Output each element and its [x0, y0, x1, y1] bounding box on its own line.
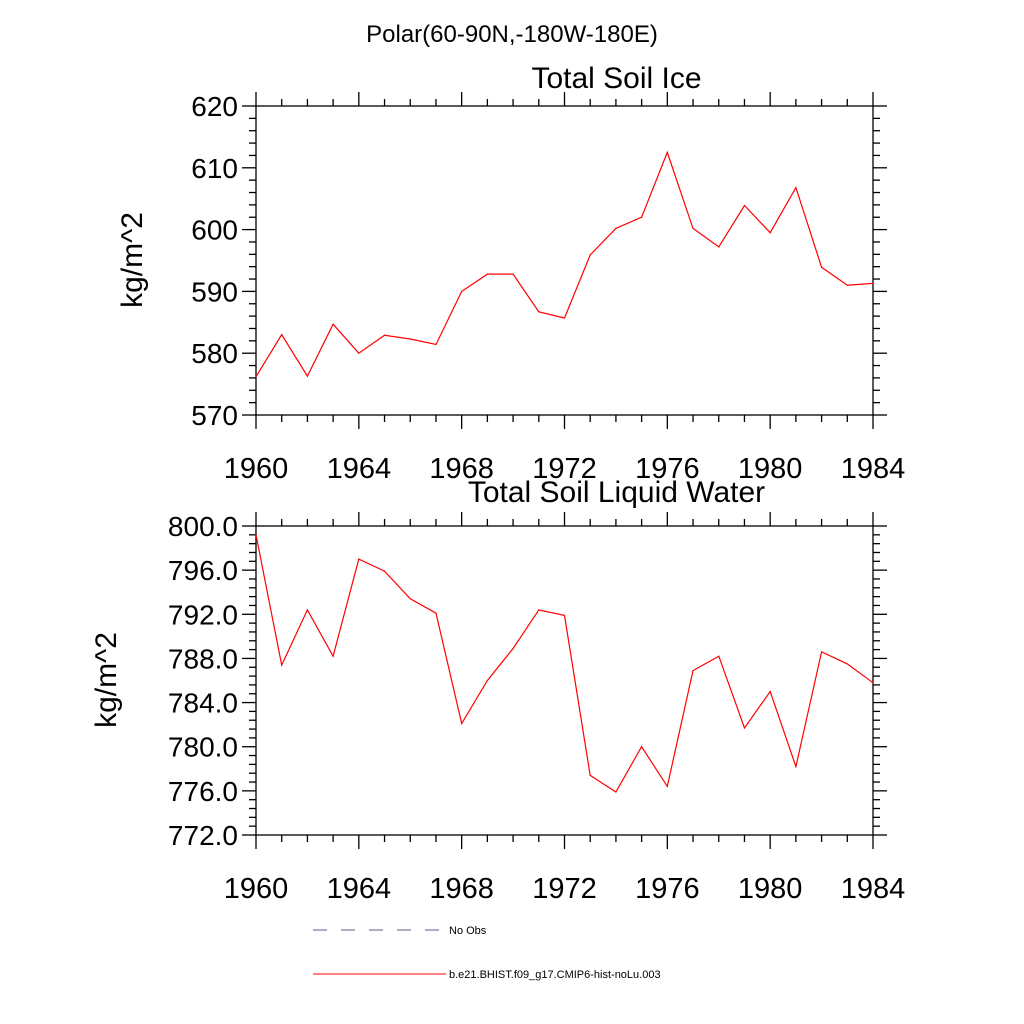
x-tick-label: 1972 — [532, 453, 597, 485]
legend-label-1: b.e21.BHIST.f09_g17.CMIP6-hist-noLu.003 — [449, 969, 661, 981]
y-tick-label: 792.0 — [168, 599, 238, 630]
data-point — [641, 216, 643, 218]
data-point — [743, 204, 746, 207]
data-point — [461, 290, 463, 292]
y-tick-label: 800.0 — [168, 511, 238, 542]
data-point — [615, 227, 617, 229]
data-point — [512, 647, 514, 650]
legend: No Obs b.e21.BHIST.f09_g17.CMIP6-hist-noL… — [313, 925, 661, 981]
data-point — [409, 338, 411, 340]
data-point — [563, 614, 566, 616]
x-tick-label: 1976 — [635, 873, 700, 905]
series-line — [255, 150, 874, 378]
data-point — [769, 690, 771, 693]
y-tick-label: 580 — [191, 338, 238, 369]
data-point — [332, 323, 334, 325]
data-point — [769, 232, 771, 234]
data-point — [666, 151, 668, 153]
data-point — [563, 317, 566, 319]
data-point — [281, 664, 283, 666]
y-tick-label: 590 — [191, 276, 238, 307]
legend-label-0: No Obs — [449, 925, 487, 937]
data-point — [332, 655, 334, 657]
data-point — [538, 311, 540, 313]
data-point — [486, 273, 488, 275]
x-tick-label: 1976 — [635, 453, 700, 485]
x-tick-label: 1968 — [429, 873, 494, 905]
y-tick-label: 610 — [191, 153, 238, 184]
data-point — [641, 746, 643, 748]
data-point — [820, 266, 823, 268]
data-point — [281, 334, 283, 336]
data-point — [743, 727, 746, 729]
data-point — [512, 273, 514, 275]
soil-ice-panel: Total Soil Ice kg/m^2 570 580 590 600 610 620 19… — [116, 62, 905, 485]
data-point — [718, 655, 720, 657]
y-tick-label: 772.0 — [168, 820, 238, 851]
y-tick-label: 796.0 — [168, 555, 238, 586]
data-point — [795, 186, 797, 189]
y-tick-label: 600 — [191, 215, 238, 246]
data-point — [589, 774, 591, 777]
y-tick-label: 776.0 — [168, 776, 238, 807]
plot-frame — [255, 105, 874, 416]
data-point — [589, 254, 591, 256]
y-axis-label: kg/m^2 — [116, 212, 149, 308]
x-tick-label: 1980 — [738, 453, 803, 485]
data-point — [435, 343, 437, 346]
y-tick-label: 620 — [191, 91, 238, 122]
data-point — [255, 376, 257, 378]
y-tick-label: 788.0 — [168, 643, 238, 674]
plot-frame — [255, 525, 874, 836]
data-point — [255, 534, 257, 536]
y-tick-label: 570 — [191, 400, 238, 431]
x-tick-label: 1984 — [841, 873, 906, 905]
chart-title: Total Soil Liquid Water — [468, 476, 765, 509]
soil-liquid-water-panel: Total Soil Liquid Water kg/m^2 772.0 776.0 7… — [90, 476, 905, 905]
data-point — [846, 663, 848, 665]
x-tick-label: 1980 — [738, 873, 803, 905]
data-point — [358, 558, 360, 560]
data-point — [795, 765, 797, 768]
data-point — [383, 570, 386, 572]
data-point — [718, 246, 720, 248]
data-point — [461, 722, 463, 725]
y-axis-label: kg/m^2 — [90, 632, 123, 728]
data-point — [872, 682, 874, 684]
x-tick-label: 1964 — [327, 873, 392, 905]
x-tick-label: 1984 — [841, 453, 906, 485]
data-point — [306, 375, 309, 377]
series-line — [255, 534, 874, 793]
figure-title: Polar(60-90N,-180W-180E) — [366, 21, 658, 48]
data-point — [306, 609, 309, 611]
y-tick-label: 784.0 — [168, 688, 238, 719]
data-point — [538, 609, 540, 611]
x-tick-label: 1960 — [224, 873, 289, 905]
y-tick-label: 780.0 — [168, 732, 238, 763]
data-point — [872, 282, 874, 284]
data-point — [615, 791, 617, 793]
x-tick-label: 1960 — [224, 453, 289, 485]
data-point — [692, 669, 694, 672]
x-tick-label: 1972 — [532, 873, 597, 905]
data-point — [820, 651, 823, 653]
x-tick-label: 1968 — [429, 453, 494, 485]
data-point — [692, 227, 694, 229]
data-point — [358, 352, 360, 354]
data-point — [666, 785, 668, 788]
data-point — [486, 679, 488, 682]
data-point — [435, 612, 437, 614]
data-point — [409, 598, 411, 600]
data-point — [383, 334, 386, 336]
data-point — [846, 284, 848, 286]
chart-title: Total Soil Ice — [531, 62, 701, 95]
x-tick-label: 1964 — [327, 453, 392, 485]
